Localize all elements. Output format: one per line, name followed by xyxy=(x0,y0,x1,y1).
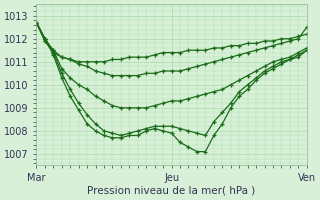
X-axis label: Pression niveau de la mer( hPa ): Pression niveau de la mer( hPa ) xyxy=(87,186,256,196)
